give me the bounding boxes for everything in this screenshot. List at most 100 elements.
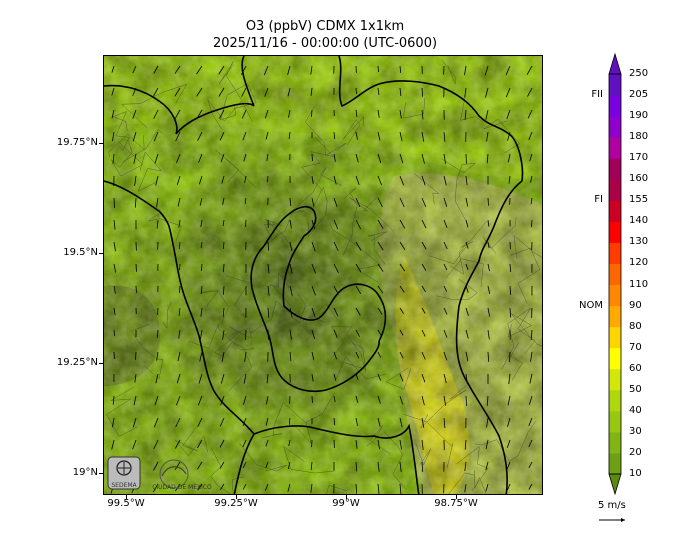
ozone-map[interactable] [103, 55, 543, 495]
wind-vector [355, 351, 360, 359]
wind-vector [443, 219, 448, 229]
wind-vector [134, 373, 137, 383]
wind-vector [355, 153, 359, 163]
municipal-boundary-line [420, 384, 468, 429]
wind-vector [333, 285, 339, 295]
wind-vector [287, 483, 291, 492]
wind-vector [242, 417, 247, 427]
colorbar-level-label: 20 [629, 446, 642, 458]
wind-vector [487, 351, 490, 362]
colorbar-level-label: 250 [629, 68, 649, 79]
sedema-logo-emblem [116, 460, 132, 476]
municipal-boundary-line [342, 187, 358, 256]
municipal-boundary-line [263, 219, 295, 252]
lat-tick-mark [99, 253, 103, 254]
wind-vector [113, 285, 116, 294]
wind-vector [310, 87, 313, 96]
lat-tick-mark [99, 473, 103, 474]
sedema-logo-text: SEDEMA [111, 482, 137, 489]
colorbar-level-label: 130 [629, 236, 649, 248]
wind-vector [196, 87, 203, 97]
municipal-boundary-line [304, 106, 347, 156]
municipal-boundary-line [507, 313, 533, 339]
wind-vector [421, 153, 425, 164]
colorbar-level-label: 80 [629, 320, 642, 332]
wind-vector [528, 131, 533, 141]
wind-vector [221, 175, 225, 184]
wind-vector [355, 461, 358, 472]
wind-vector [443, 307, 448, 315]
wind-vector [175, 417, 181, 428]
colorbar-segment [609, 242, 621, 264]
wind-vector [526, 65, 533, 75]
wind-vector [333, 307, 339, 317]
wind-vector [485, 461, 489, 471]
wind-vector [528, 439, 533, 448]
colorbar-level-label: 60 [629, 362, 642, 374]
lon-tick-label: 99.5°W [107, 498, 145, 509]
wind-vector [174, 87, 181, 97]
wind-vector [112, 131, 115, 142]
wind-vector [242, 439, 247, 448]
colorbar-level-label: 70 [629, 341, 642, 353]
boundary-north-west [104, 56, 255, 135]
municipal-boundary-line [414, 173, 440, 205]
municipal-boundary-line [440, 158, 477, 224]
wind-vector [200, 263, 203, 272]
lon-tick-label: 98.75°W [434, 498, 478, 509]
wind-vector [399, 153, 404, 164]
wind-vector [265, 131, 269, 140]
wind-vector [421, 219, 427, 229]
colorbar-segment [609, 137, 621, 159]
colorbar-level-label: 50 [629, 383, 642, 395]
wind-vector [508, 175, 511, 184]
municipal-boundary-line [445, 258, 484, 288]
wind-vector [530, 175, 533, 183]
wind-vector [333, 417, 336, 426]
wind-vector [333, 197, 338, 207]
wind-vector [176, 395, 181, 406]
wind-vector [155, 373, 159, 384]
wind-vector [200, 307, 203, 317]
state-boundaries [104, 56, 524, 494]
wind-vector [222, 241, 225, 250]
wind-vector [443, 417, 446, 429]
municipal-boundary-line [220, 83, 257, 121]
wind-vector [355, 263, 362, 273]
wind-vector [399, 439, 402, 450]
wind-vector [311, 197, 315, 207]
wind-vector [528, 395, 533, 405]
lon-tick-mark [346, 495, 347, 499]
wind-vector [112, 395, 115, 405]
map-title-line1: O3 (ppbV) CDMX 1x1km [245, 19, 405, 34]
wind-reference-label: 5 m/s [598, 500, 626, 511]
wind-vector [506, 461, 511, 470]
wind-vector [509, 307, 511, 318]
wind-vector [509, 351, 511, 363]
wind-vector [421, 351, 426, 360]
wind-vector [243, 373, 247, 384]
wind-vector [176, 175, 181, 186]
wind-vector [421, 373, 426, 383]
wind-vector [465, 395, 467, 407]
municipal-boundary-line [297, 303, 338, 335]
municipal-boundary-line [342, 116, 364, 146]
municipal-boundary-line [533, 339, 542, 347]
wind-vector [377, 461, 380, 472]
municipal-boundary-line [304, 484, 347, 494]
wind-vector [264, 483, 269, 491]
wind-vector [355, 197, 361, 208]
wind-vector [355, 109, 358, 118]
wind-vector [487, 285, 491, 294]
wind-vector [243, 395, 247, 405]
wind-vector [111, 65, 115, 73]
wind-vector [287, 461, 291, 470]
wind-vector [355, 439, 358, 449]
municipal-boundary-line [283, 445, 335, 474]
wind-vector [443, 329, 448, 338]
colorbar-level-label: 155 [629, 194, 649, 206]
wind-vector [156, 329, 159, 338]
wind-vector [421, 241, 427, 250]
wind-vector [218, 87, 225, 97]
wind-vector [311, 395, 313, 403]
